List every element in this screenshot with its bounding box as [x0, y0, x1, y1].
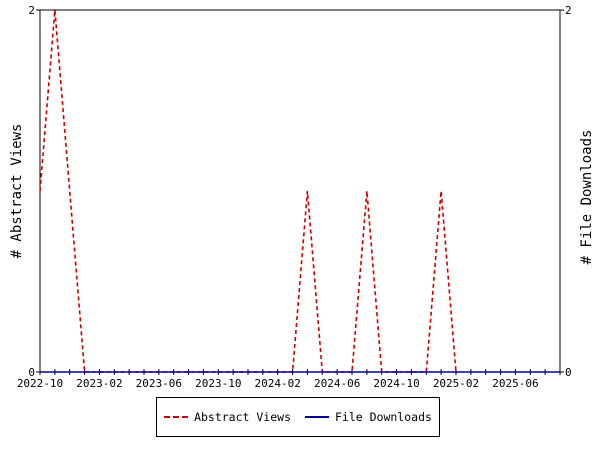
legend-swatch-solid-blue — [305, 416, 329, 418]
legend-item-abstract-views: Abstract Views — [164, 410, 291, 424]
legend-label-abstract-views: Abstract Views — [194, 410, 291, 424]
y-left-axis-title: # Abstract Views — [9, 124, 25, 259]
legend-swatch-dashed-red — [164, 416, 189, 418]
legend-item-file-downloads: File Downloads — [305, 410, 432, 424]
y-left-tick-label: 0 — [28, 366, 35, 379]
x-tick-label: 2023-10 — [195, 377, 241, 390]
x-tick-label: 2023-02 — [76, 377, 122, 390]
y-right-axis-title: # File Downloads — [579, 130, 595, 265]
x-tick-label: 2025-02 — [433, 377, 479, 390]
tick-labels: 2022-10 2023-02 2023-06 2023-10 2024-02 2024-… — [17, 4, 572, 390]
y-right-tick-label: 0 — [565, 366, 572, 379]
x-tick-label: 2024-10 — [373, 377, 419, 390]
x-tick-label: 2024-02 — [255, 377, 301, 390]
y-left-tick-label: 2 — [28, 4, 35, 17]
y-right-tick-label: 2 — [565, 4, 572, 17]
x-tick-label: 2024-06 — [314, 377, 360, 390]
x-tick-label: 2025-06 — [492, 377, 538, 390]
x-tick-label: 2023-06 — [136, 377, 182, 390]
legend: Abstract Views File Downloads — [156, 397, 440, 437]
legend-label-file-downloads: File Downloads — [335, 410, 432, 424]
plot-area-frame — [39, 9, 561, 373]
series-layer — [39, 9, 560, 373]
x-tick-label: 2022-10 — [17, 377, 63, 390]
